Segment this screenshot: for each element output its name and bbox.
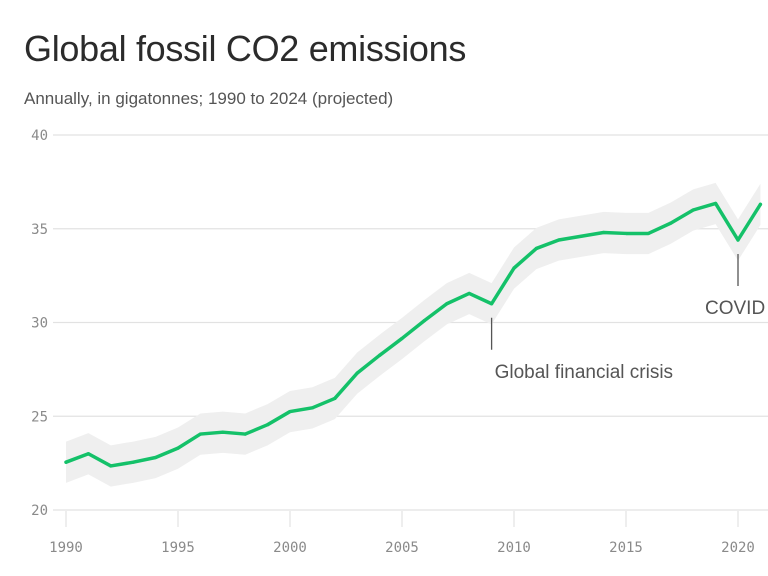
data-point — [445, 302, 449, 306]
data-point — [534, 246, 539, 251]
data-point — [512, 266, 516, 270]
data-point — [221, 430, 225, 434]
data-point — [714, 201, 718, 206]
chart-title: Global fossil CO2 emissions — [24, 28, 467, 69]
y-tick-label: 20 — [31, 503, 48, 519]
data-point — [490, 302, 494, 306]
data-point — [736, 238, 740, 242]
x-tick-label: 2015 — [609, 540, 643, 556]
data-point — [176, 446, 180, 450]
x-tick-label: 1995 — [161, 540, 195, 556]
y-tick-label: 25 — [31, 409, 48, 425]
y-tick-label: 35 — [31, 222, 48, 238]
annotation-label: Global financial crisis — [495, 362, 673, 383]
data-point — [557, 238, 561, 242]
annotation-label: COVID — [705, 298, 765, 319]
uncertainty-band — [66, 182, 761, 487]
data-point — [691, 208, 695, 212]
data-point — [64, 460, 68, 464]
data-point — [758, 202, 763, 206]
data-point — [602, 230, 606, 235]
data-point — [154, 455, 158, 460]
data-point — [109, 464, 113, 468]
data-point — [467, 291, 471, 296]
data-point — [288, 409, 292, 414]
x-tick-label: 2020 — [721, 540, 755, 556]
data-point — [333, 396, 337, 401]
data-point — [669, 221, 673, 225]
x-tick-label: 1990 — [49, 540, 83, 556]
data-point — [400, 336, 404, 341]
data-point — [310, 406, 314, 410]
data-point — [422, 319, 426, 323]
chart-subtitle: Annually, in gigatonnes; 1990 to 2024 (p… — [24, 89, 394, 108]
x-tick-label: 2000 — [273, 540, 307, 556]
data-point — [86, 452, 90, 456]
data-point — [378, 353, 382, 357]
x-tick-label: 2010 — [497, 540, 531, 556]
data-point — [266, 423, 270, 427]
x-tick-label: 2005 — [385, 540, 419, 556]
data-point — [131, 460, 135, 464]
data-point — [646, 231, 651, 236]
series-line-emissions — [64, 201, 763, 468]
data-point — [243, 432, 247, 436]
data-point — [579, 234, 583, 238]
data-point — [355, 371, 359, 375]
y-tick-label: 40 — [31, 128, 48, 144]
data-point — [198, 432, 202, 436]
data-point — [624, 231, 628, 236]
y-tick-label: 30 — [31, 316, 48, 332]
